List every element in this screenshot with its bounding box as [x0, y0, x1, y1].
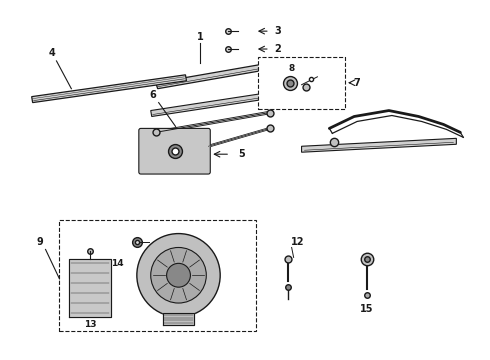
Bar: [59, 220, 256, 331]
Text: 1: 1: [197, 32, 204, 42]
Circle shape: [151, 247, 206, 303]
Polygon shape: [301, 138, 456, 152]
Polygon shape: [156, 63, 272, 89]
Polygon shape: [163, 313, 195, 325]
Text: 3: 3: [274, 26, 281, 36]
Text: 8: 8: [289, 64, 295, 73]
Text: 15: 15: [360, 304, 374, 314]
Circle shape: [167, 264, 191, 287]
Text: 12: 12: [291, 237, 304, 247]
Text: 7: 7: [354, 78, 361, 88]
Text: 4: 4: [48, 48, 55, 58]
Text: 11: 11: [172, 298, 185, 307]
Text: 5: 5: [239, 149, 245, 159]
Polygon shape: [70, 260, 111, 317]
FancyBboxPatch shape: [139, 129, 210, 174]
Text: 6: 6: [149, 90, 156, 100]
Text: 2: 2: [274, 44, 281, 54]
Text: 13: 13: [84, 320, 97, 329]
Text: 14: 14: [111, 259, 123, 268]
Circle shape: [137, 234, 220, 317]
Polygon shape: [32, 75, 187, 103]
Polygon shape: [151, 93, 269, 117]
Text: 10: 10: [182, 237, 195, 246]
Text: 9: 9: [36, 237, 43, 247]
Bar: [258, 57, 345, 109]
